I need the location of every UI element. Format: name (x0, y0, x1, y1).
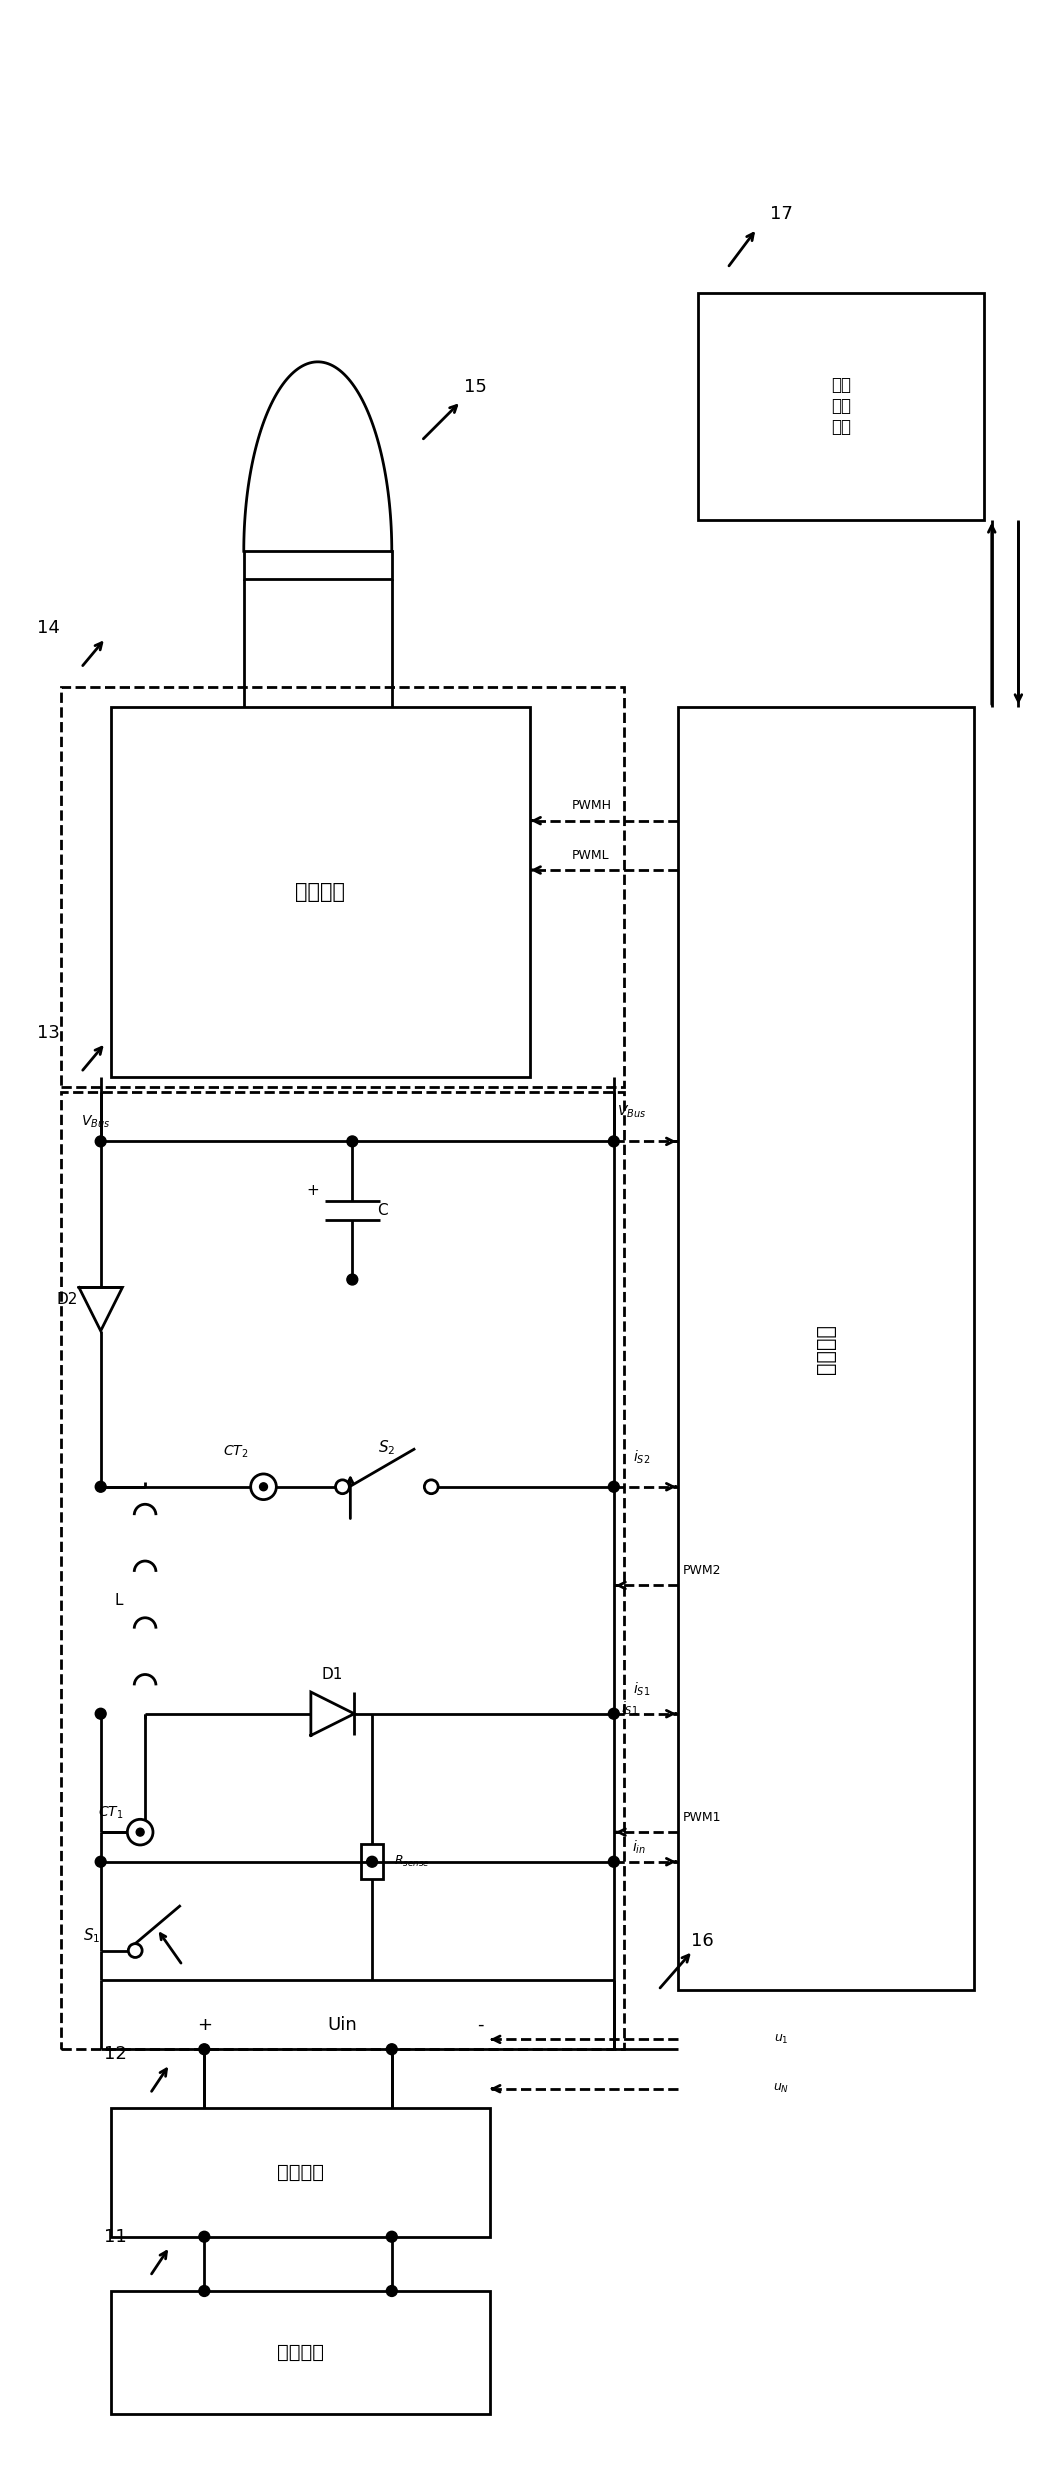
Text: $V_{Bus}$: $V_{Bus}$ (81, 1113, 110, 1131)
Circle shape (367, 1856, 377, 1868)
Circle shape (387, 2043, 397, 2055)
Circle shape (96, 1856, 106, 1868)
Circle shape (199, 2287, 210, 2297)
Circle shape (609, 1709, 619, 1719)
Circle shape (335, 1480, 349, 1495)
Circle shape (260, 1482, 267, 1490)
Bar (110, 2107, 491, 2237)
Circle shape (609, 1856, 619, 1868)
Circle shape (199, 2043, 210, 2055)
Circle shape (387, 2232, 397, 2242)
Text: +: + (197, 2015, 212, 2033)
Text: 14: 14 (37, 620, 60, 638)
Circle shape (609, 1136, 619, 1146)
Circle shape (128, 1943, 142, 1958)
Text: PWM2: PWM2 (683, 1564, 721, 1577)
Circle shape (609, 1482, 619, 1492)
Text: $i_{in}$: $i_{in}$ (633, 1838, 646, 1856)
Circle shape (137, 1828, 144, 1836)
Text: C: C (377, 1203, 388, 1218)
Text: 控制芯片: 控制芯片 (816, 1323, 836, 1373)
Text: 外部
通讯
电路: 外部 通讯 电路 (830, 376, 850, 436)
Text: $u_1$: $u_1$ (775, 2033, 789, 2045)
Bar (61, 1091, 623, 2050)
Text: D2: D2 (57, 1293, 78, 1308)
Bar (698, 294, 984, 521)
Text: Uin: Uin (328, 2015, 357, 2033)
Text: 17: 17 (770, 204, 794, 222)
Circle shape (96, 1709, 106, 1719)
Text: PWML: PWML (572, 849, 609, 862)
Circle shape (199, 2232, 210, 2242)
Bar (61, 688, 623, 1086)
Bar (362, 1843, 383, 1878)
Circle shape (96, 1136, 106, 1146)
Text: PWMH: PWMH (572, 800, 612, 812)
Text: D1: D1 (322, 1666, 344, 1681)
Text: $i_{S1}$: $i_{S1}$ (621, 1699, 639, 1716)
Circle shape (347, 1136, 357, 1146)
Text: 13: 13 (37, 1024, 60, 1041)
Text: $CT_2$: $CT_2$ (223, 1445, 249, 1460)
Circle shape (251, 1475, 276, 1500)
Text: 15: 15 (465, 379, 487, 396)
Circle shape (127, 1818, 153, 1846)
Text: 整流电路: 整流电路 (277, 2162, 324, 2182)
Circle shape (96, 1482, 106, 1492)
Text: $i_{S1}$: $i_{S1}$ (633, 1681, 651, 1699)
Text: $i_{S2}$: $i_{S2}$ (633, 1447, 651, 1465)
Text: $CT_1$: $CT_1$ (98, 1803, 123, 1821)
Bar (244, 551, 392, 578)
Text: 输入电路: 输入电路 (277, 2344, 324, 2361)
Bar (110, 707, 530, 1076)
Text: 16: 16 (692, 1931, 714, 1950)
Text: L: L (115, 1592, 123, 1607)
Circle shape (425, 1480, 438, 1495)
Text: $u_N$: $u_N$ (774, 2082, 789, 2095)
Circle shape (387, 2287, 397, 2297)
Bar (110, 2292, 491, 2414)
Circle shape (347, 1273, 357, 1285)
Text: $R_{sense}$: $R_{sense}$ (394, 1853, 430, 1868)
Bar (678, 707, 974, 1990)
Text: -: - (477, 2015, 483, 2033)
Text: $S_2$: $S_2$ (378, 1437, 395, 1457)
Text: $V_{Bus}$: $V_{Bus}$ (617, 1104, 646, 1121)
Text: 12: 12 (104, 2045, 127, 2063)
Text: 逆变电路: 逆变电路 (295, 882, 345, 902)
Text: +: + (307, 1183, 320, 1198)
Text: PWM1: PWM1 (683, 1811, 721, 1823)
Text: $S_1$: $S_1$ (83, 1926, 101, 1945)
Text: 11: 11 (104, 2227, 127, 2247)
